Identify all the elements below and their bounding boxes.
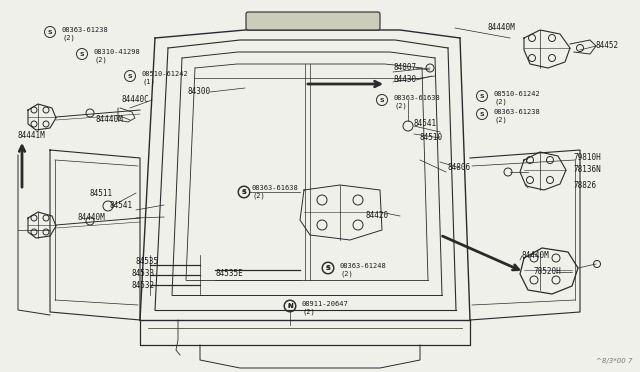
Text: 08510-61242
(2): 08510-61242 (2) — [494, 91, 541, 105]
Text: 84535E: 84535E — [216, 269, 244, 279]
Text: 79810H: 79810H — [574, 154, 602, 163]
Text: ^8/3*00 7: ^8/3*00 7 — [595, 358, 632, 364]
Text: 84535: 84535 — [136, 257, 159, 266]
Text: 84300: 84300 — [188, 87, 211, 96]
Text: 08363-61248
(2): 08363-61248 (2) — [340, 263, 387, 277]
Text: S: S — [380, 97, 384, 103]
Text: 84440M: 84440M — [488, 23, 516, 32]
Text: 08363-61638
(2): 08363-61638 (2) — [394, 95, 441, 109]
Text: 84440C: 84440C — [122, 96, 150, 105]
Text: 08363-61238
(2): 08363-61238 (2) — [494, 109, 541, 123]
Text: N: N — [287, 303, 293, 309]
Text: S: S — [480, 112, 484, 116]
Text: 78136N: 78136N — [574, 166, 602, 174]
Text: S: S — [48, 29, 52, 35]
FancyBboxPatch shape — [246, 12, 380, 30]
Text: 84440M: 84440M — [78, 212, 106, 221]
Text: 84420: 84420 — [366, 212, 389, 221]
Text: 78826: 78826 — [574, 182, 597, 190]
Text: 84541: 84541 — [414, 119, 437, 128]
Text: 84806: 84806 — [448, 164, 471, 173]
Text: 08510-61242
(1): 08510-61242 (1) — [142, 71, 189, 85]
Text: 84452: 84452 — [596, 42, 619, 51]
Text: 08310-41298
(2): 08310-41298 (2) — [94, 49, 141, 63]
Text: 84510: 84510 — [420, 134, 443, 142]
Text: S: S — [242, 189, 246, 195]
Text: S: S — [80, 51, 84, 57]
Text: 84440M: 84440M — [522, 251, 550, 260]
Text: S: S — [326, 265, 330, 271]
Text: 78520H: 78520H — [534, 267, 562, 276]
Text: S: S — [128, 74, 132, 78]
Text: 84541: 84541 — [110, 201, 133, 209]
Text: 84430: 84430 — [393, 76, 416, 84]
Text: N: N — [287, 304, 292, 308]
Text: S: S — [326, 266, 330, 270]
Text: 08911-20647
(2): 08911-20647 (2) — [302, 301, 349, 315]
Text: 08363-61238
(2): 08363-61238 (2) — [62, 27, 109, 41]
Text: 08363-61638
(2): 08363-61638 (2) — [252, 185, 299, 199]
Text: 84441M: 84441M — [18, 131, 45, 141]
Text: S: S — [480, 93, 484, 99]
Text: S: S — [241, 189, 246, 195]
Text: 84533: 84533 — [132, 269, 155, 279]
Text: 84900: 84900 — [301, 16, 325, 26]
Text: 84807: 84807 — [393, 64, 416, 73]
Text: 84900: 84900 — [301, 16, 324, 26]
Text: 84511: 84511 — [90, 189, 113, 198]
Text: 84532: 84532 — [132, 282, 155, 291]
Text: 84440M: 84440M — [96, 115, 124, 125]
